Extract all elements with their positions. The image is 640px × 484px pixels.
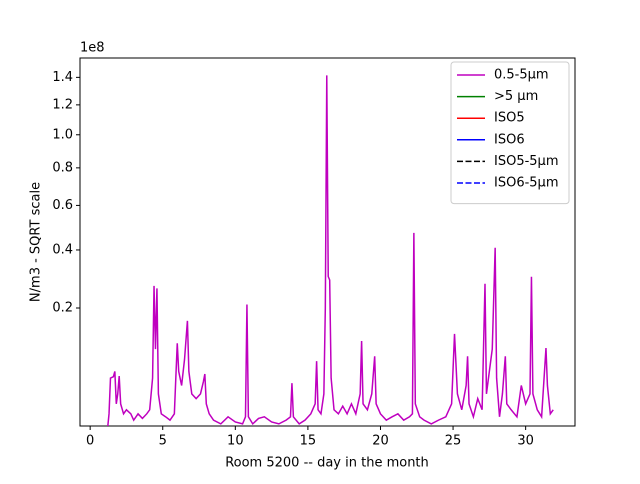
legend-label: 0.5-5µm xyxy=(494,68,549,83)
y-tick-label: 0.2 xyxy=(52,301,73,316)
series-line xyxy=(107,75,554,426)
legend-label: ISO5 xyxy=(494,111,525,126)
y-tick-label: 1.4 xyxy=(52,70,73,85)
x-tick-label: 25 xyxy=(445,434,462,449)
y-offset-label: 1e8 xyxy=(80,41,105,56)
plot-area xyxy=(107,75,554,426)
y-tick-label: 0.8 xyxy=(52,160,73,175)
x-tick-label: 0 xyxy=(86,434,94,449)
y-axis-label: N/m3 - SQRT scale xyxy=(29,182,44,302)
x-tick-label: 15 xyxy=(300,434,317,449)
x-axis-label: Room 5200 -- day in the month xyxy=(225,456,429,471)
x-tick-label: 30 xyxy=(517,434,534,449)
legend-label: >5 µm xyxy=(494,89,538,104)
y-tick-label: 1.0 xyxy=(52,127,73,142)
axes-frame xyxy=(79,57,576,427)
x-tick-label: 10 xyxy=(227,434,244,449)
legend: 0.5-5µm >5 µm ISO5 ISO6 ISO5-5µm ISO6-5µm xyxy=(450,61,570,205)
y-tick-label: 0.4 xyxy=(52,242,73,257)
x-tick-label: 20 xyxy=(372,434,389,449)
legend-label: ISO6 xyxy=(494,132,525,147)
legend-label: ISO6-5µm xyxy=(494,176,559,191)
x-tick-label: 5 xyxy=(159,434,167,449)
legend-label: ISO5-5µm xyxy=(494,154,559,169)
y-tick-label: 1.2 xyxy=(52,97,73,112)
y-tick-label: 0.6 xyxy=(52,198,73,213)
legend-box xyxy=(450,61,570,205)
